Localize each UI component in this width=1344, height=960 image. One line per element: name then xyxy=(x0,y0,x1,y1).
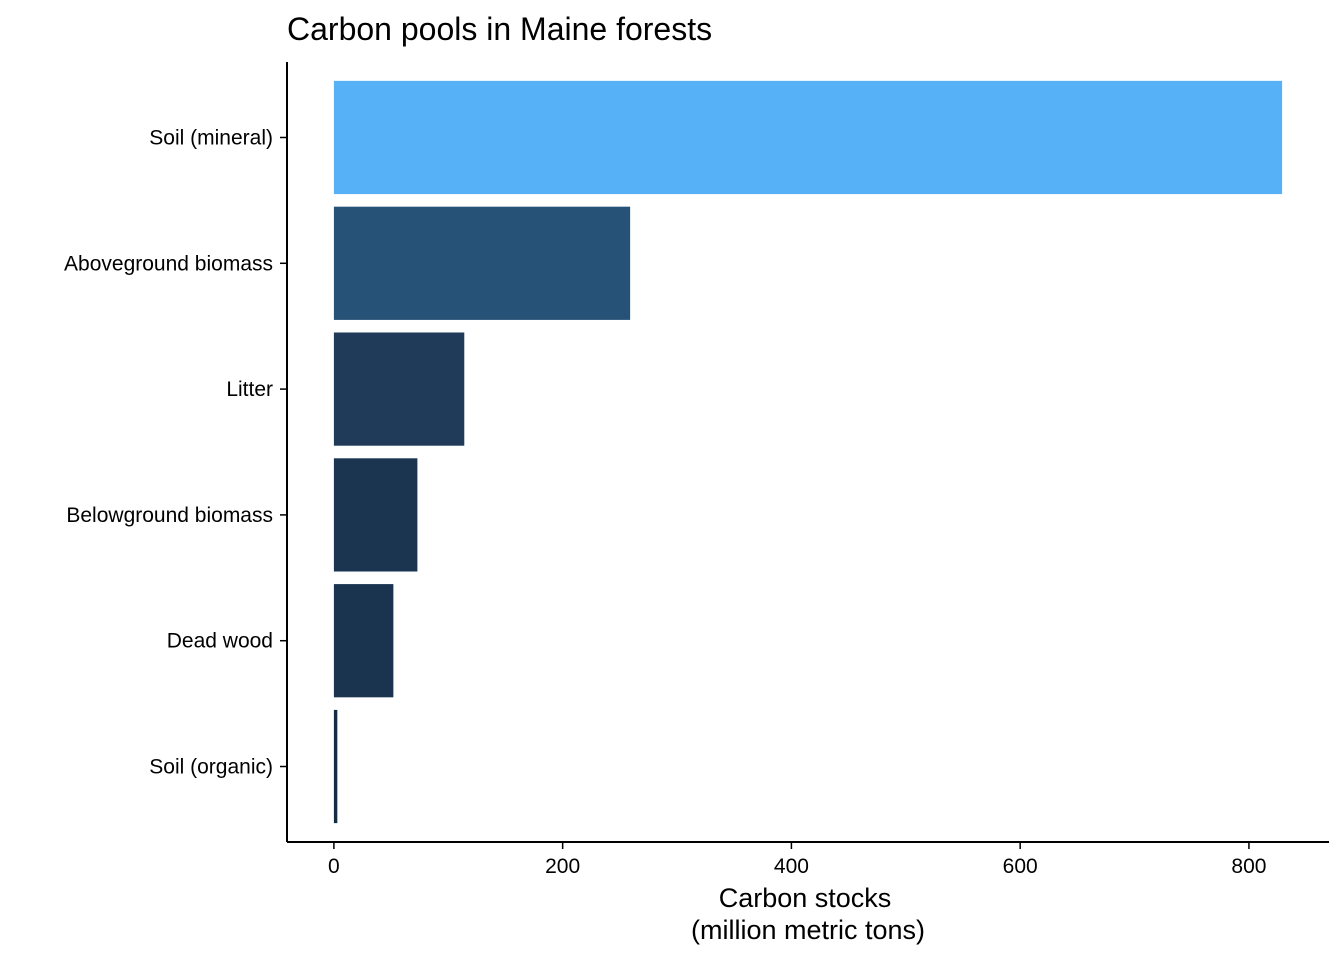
x-axis-title-line-1: Carbon stocks xyxy=(719,883,892,913)
x-tick-label-400: 400 xyxy=(774,855,809,878)
y-tick-label-aboveground-biomass: Aboveground biomass xyxy=(64,252,273,275)
x-tick-label-0: 0 xyxy=(328,855,340,878)
y-axis: Soil (mineral) Aboveground biomass Litter B… xyxy=(64,62,288,842)
y-tick-label-soil-mineral: Soil (mineral) xyxy=(149,126,273,149)
y-tick-label-belowground-biomass: Belowground biomass xyxy=(66,504,273,527)
x-tick-label-200: 200 xyxy=(545,855,580,878)
bar-litter xyxy=(333,332,465,446)
chart-title: Carbon pools in Maine forests xyxy=(287,11,712,47)
bar-aboveground-biomass xyxy=(333,206,631,320)
x-tick-label-600: 600 xyxy=(1003,855,1038,878)
x-axis-title-line-2: (million metric tons) xyxy=(691,915,925,945)
y-tick-label-dead-wood: Dead wood xyxy=(167,630,273,653)
bar-soil-mineral xyxy=(333,80,1283,195)
bars-group xyxy=(333,80,1283,824)
bar-belowground-biomass xyxy=(333,458,418,572)
y-tick-label-litter: Litter xyxy=(226,378,273,401)
bar-dead-wood xyxy=(333,584,394,698)
x-tick-label-800: 800 xyxy=(1231,855,1266,878)
bar-soil-organic xyxy=(333,709,338,824)
y-tick-label-soil-organic: Soil (organic) xyxy=(149,756,273,779)
x-axis: 0 200 400 600 800 xyxy=(287,841,1329,878)
